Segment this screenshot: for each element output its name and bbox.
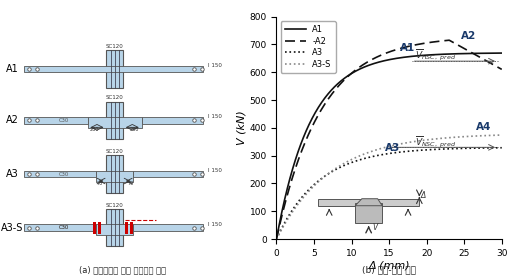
Text: A3-S: A3-S <box>1 223 24 233</box>
Text: A4: A4 <box>476 122 491 132</box>
X-axis label: Δ (mm): Δ (mm) <box>368 260 410 270</box>
-A2 <box>273 237 280 241</box>
Line: A3: A3 <box>276 148 502 239</box>
Bar <box>318 199 419 206</box>
Text: A1: A1 <box>6 64 18 74</box>
-A2 <box>459 45 465 49</box>
A1 <box>458 52 464 55</box>
Text: 70: 70 <box>96 180 102 185</box>
Bar <box>106 155 123 193</box>
Text: 280: 280 <box>130 127 139 132</box>
A3 <box>395 151 401 154</box>
Text: SC120: SC120 <box>106 44 123 49</box>
Bar <box>142 117 203 124</box>
Bar <box>134 171 203 177</box>
Bar <box>96 224 134 235</box>
Text: (b) 하중-변위 관계: (b) 하중-변위 관계 <box>362 266 416 275</box>
Bar <box>130 222 133 234</box>
Text: SC120: SC120 <box>106 95 123 100</box>
A3 <box>382 153 388 156</box>
Text: A1: A1 <box>400 43 416 53</box>
Text: I 150: I 150 <box>208 114 222 119</box>
Text: I 150: I 150 <box>208 222 222 227</box>
Text: Δ: Δ <box>420 191 425 200</box>
Bar <box>24 171 96 177</box>
Text: A3: A3 <box>386 143 400 153</box>
Bar <box>88 117 142 128</box>
A3-S <box>382 146 388 149</box>
-A2 <box>408 44 414 48</box>
A3-S <box>493 133 499 137</box>
Text: $\overline{V}_{HSC,\ pred}$: $\overline{V}_{HSC,\ pred}$ <box>415 48 457 63</box>
A1 <box>395 56 401 60</box>
Line: -A2: -A2 <box>276 40 502 239</box>
-A2 <box>382 52 388 55</box>
Line: A1: A1 <box>276 53 502 239</box>
A1 <box>380 59 387 63</box>
Text: 70: 70 <box>128 180 134 185</box>
Text: I 150: I 150 <box>208 63 222 68</box>
A3-S <box>273 237 280 241</box>
Text: SC120: SC120 <box>106 203 123 208</box>
A1 <box>382 59 388 62</box>
Text: 280: 280 <box>90 127 99 132</box>
Text: C30: C30 <box>59 172 69 177</box>
Polygon shape <box>355 199 382 206</box>
A3-S <box>380 146 387 150</box>
Bar <box>24 117 88 124</box>
Bar <box>134 224 203 231</box>
-A2 <box>380 53 387 56</box>
-A2 <box>494 65 500 68</box>
Text: A2: A2 <box>6 115 18 125</box>
A1 <box>408 55 414 58</box>
A3-S <box>458 135 464 138</box>
A3 <box>458 147 464 150</box>
Bar <box>355 203 382 223</box>
Text: SC120: SC120 <box>106 149 123 154</box>
Bar <box>24 66 203 72</box>
Text: C30: C30 <box>59 118 69 123</box>
A3-S <box>395 143 401 146</box>
Text: A2: A2 <box>460 31 476 41</box>
A3 <box>273 237 280 241</box>
A3-S <box>499 133 505 137</box>
-A2 <box>499 68 505 71</box>
Y-axis label: V (kN): V (kN) <box>237 110 247 145</box>
A1 <box>499 51 505 55</box>
Legend: A1, -A2, A3, A3-S: A1, -A2, A3, A3-S <box>281 21 336 73</box>
Text: V: V <box>373 223 378 232</box>
-A2 <box>395 47 401 51</box>
A1 <box>493 51 499 55</box>
A3 <box>499 146 505 149</box>
Text: A3: A3 <box>6 169 18 179</box>
Text: C30: C30 <box>59 225 69 230</box>
A1 <box>273 237 280 241</box>
Text: (a) 실험변수에 따른 부재단면 상세: (a) 실험변수에 따른 부재단면 상세 <box>79 265 166 274</box>
Text: I 150: I 150 <box>208 168 222 173</box>
A3 <box>408 149 414 153</box>
Bar <box>94 222 96 234</box>
A3-S <box>408 140 414 144</box>
Bar <box>106 209 123 246</box>
A3 <box>380 153 387 156</box>
Bar <box>24 224 96 231</box>
Bar <box>125 222 128 234</box>
-A2 <box>446 39 452 42</box>
Text: C30: C30 <box>59 225 69 230</box>
Line: A3-S: A3-S <box>276 135 502 239</box>
Text: $\overline{V}_{NSC,\ pred}$: $\overline{V}_{NSC,\ pred}$ <box>415 134 457 150</box>
A3 <box>493 146 499 150</box>
Bar <box>106 50 123 88</box>
Bar <box>98 222 101 234</box>
Bar <box>96 171 134 182</box>
Bar <box>106 102 123 139</box>
